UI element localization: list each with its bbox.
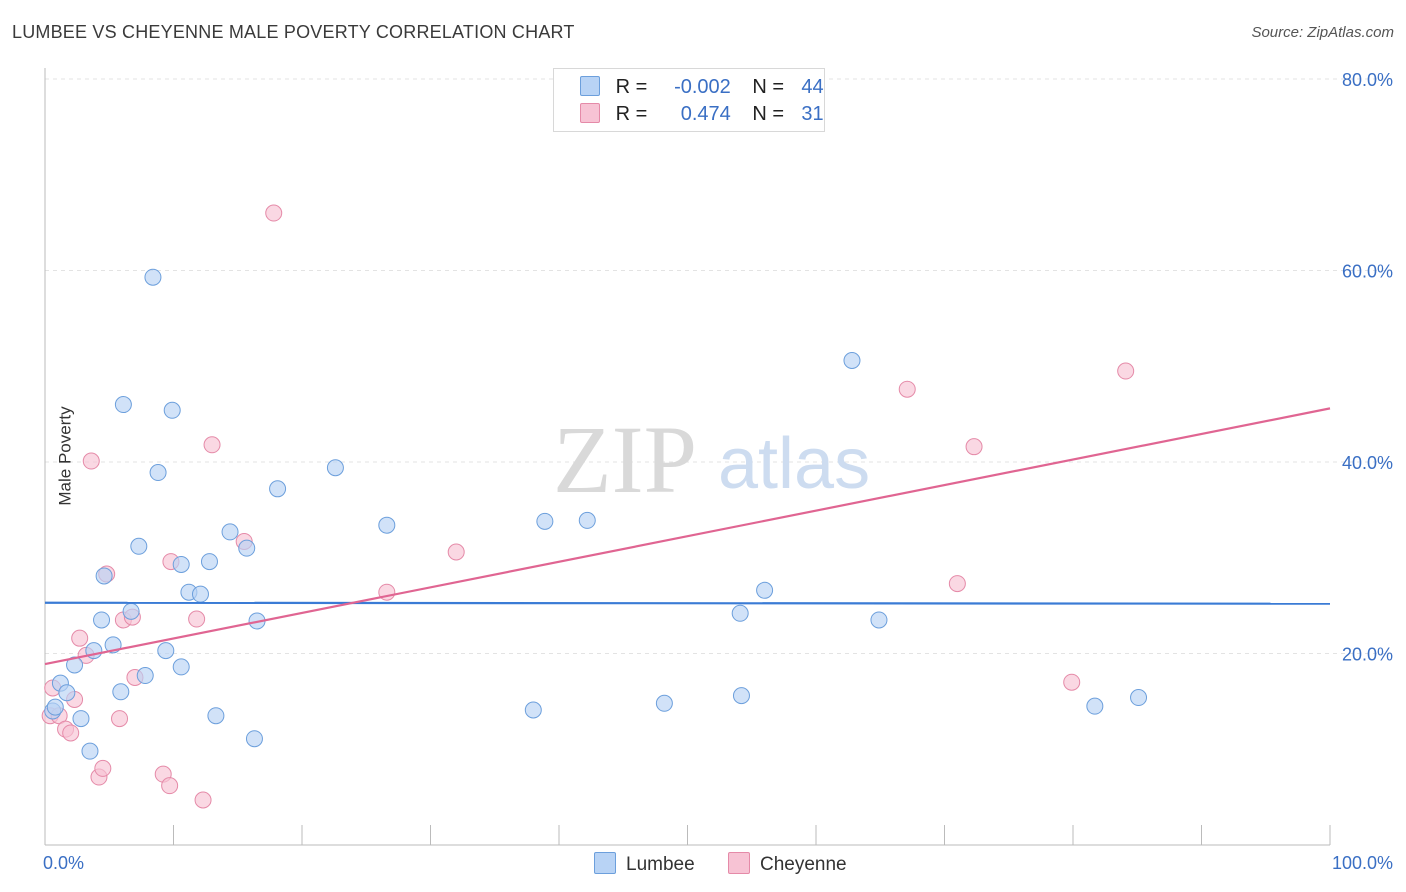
lumbee-point-3 [58, 684, 76, 702]
lumbee-point-18 [157, 642, 175, 660]
cheyenne-point-29 [1063, 673, 1081, 691]
cheyenne-point-8 [82, 452, 100, 470]
tick-labels: 20.0% 40.0% 60.0% 80.0% 0.0% 100.0% [43, 70, 1393, 873]
cheyenne-point-25 [447, 543, 465, 561]
lumbee-point-23 [191, 585, 209, 603]
lumbee-point-35 [578, 511, 596, 529]
y-tick-label-1: 40.0% [1342, 453, 1393, 473]
y-tick-label-2: 60.0% [1342, 262, 1393, 282]
legend-n-label: N = [752, 103, 785, 125]
legend-n-label: N = [752, 76, 785, 98]
bottom-legend-label-lumbee: Lumbee [626, 854, 695, 875]
bottom-legend-cheyenne: Cheyenne [728, 852, 847, 876]
grid-lines [45, 78, 1392, 654]
cheyenne-point-17 [161, 777, 179, 795]
lumbee-point-40 [843, 352, 861, 370]
legend-r-label: R = [615, 76, 648, 98]
source-label: Source: ZipAtlas.com [1251, 24, 1394, 41]
legend-swatch-cheyenne [580, 103, 600, 123]
lumbee-point-25 [207, 707, 225, 725]
lumbee-point-32 [378, 516, 396, 534]
y-tick-label-0: 20.0% [1342, 645, 1393, 665]
legend-swatch-lumbee [580, 76, 600, 96]
lumbee-point-42 [1086, 697, 1104, 715]
legend-n-value-lumbee: 44 [801, 76, 824, 98]
lumbee-point-11 [112, 683, 130, 701]
lumbee-point-14 [130, 537, 148, 555]
lumbee-point-6 [81, 742, 99, 760]
lumbee-point-28 [245, 730, 263, 748]
cheyenne-point-26 [898, 380, 916, 398]
lumbee-point-43 [1130, 689, 1148, 707]
cheyenne-point-21 [203, 436, 221, 454]
legend-r-value-cheyenne: 0.474 [680, 103, 731, 125]
lumbee-point-34 [536, 512, 554, 530]
watermark-zip: ZIP [553, 406, 697, 513]
cheyenne-point-4 [62, 724, 80, 742]
cheyenne-point-12 [111, 710, 129, 728]
legend-n-value-cheyenne: 31 [801, 103, 824, 125]
lumbee-point-33 [524, 701, 542, 719]
cheyenne-trend-line [44, 407, 1331, 666]
cheyenne-point-30 [1117, 362, 1135, 380]
cheyenne-point-20 [194, 791, 212, 809]
bottom-legend-swatch-lumbee [594, 852, 616, 874]
cheyenne-point-19 [188, 610, 206, 628]
lumbee-point-16 [144, 268, 162, 286]
lumbee-point-38 [732, 687, 750, 705]
lumbee-point-19 [163, 401, 181, 419]
cheyenne-point-27 [948, 575, 966, 593]
lumbee-points [44, 268, 1148, 760]
lumbee-trend-line [44, 601, 1331, 605]
cheyenne-point-10 [94, 759, 112, 777]
watermark-atlas: atlas [718, 424, 870, 504]
x-tick-label-max: 100.0% [1332, 853, 1393, 873]
lumbee-point-13 [122, 602, 140, 620]
cheyenne-point-28 [965, 438, 983, 456]
lumbee-point-5 [72, 710, 90, 728]
y-tick-label-3: 80.0% [1342, 70, 1393, 90]
legend-r-value-lumbee: -0.002 [674, 76, 731, 98]
lumbee-point-27 [238, 539, 256, 557]
lumbee-point-1 [46, 698, 64, 716]
lumbee-point-15 [136, 667, 154, 685]
legend-r-label: R = [615, 103, 648, 125]
lumbee-point-37 [731, 604, 749, 622]
lumbee-point-39 [756, 581, 774, 599]
lumbee-point-12 [114, 396, 132, 414]
watermark: ZIP atlas [553, 406, 870, 513]
lumbee-point-30 [269, 480, 287, 498]
lumbee-point-41 [870, 611, 888, 629]
lumbee-point-9 [95, 567, 113, 585]
bottom-legend-label-cheyenne: Cheyenne [760, 854, 847, 875]
lumbee-point-4 [66, 656, 84, 674]
cheyenne-point-6 [71, 629, 89, 647]
lumbee-point-36 [655, 694, 673, 712]
bottom-legend-lumbee: Lumbee [594, 852, 695, 876]
chart-title: LUMBEE VS CHEYENNE MALE POVERTY CORRELAT… [12, 22, 575, 42]
lumbee-point-17 [149, 464, 167, 482]
cheyenne-point-23 [265, 204, 283, 222]
lumbee-point-26 [221, 523, 239, 541]
stats-legend: R = -0.002 N = 44 R = 0.474 N = 31 [553, 68, 825, 132]
lumbee-point-8 [93, 611, 111, 629]
legend-row-cheyenne: R = 0.474 N = 31 [580, 103, 824, 126]
legend-row-lumbee: R = -0.002 N = 44 [580, 76, 824, 99]
lumbee-point-20 [172, 555, 190, 573]
lumbee-point-31 [326, 459, 344, 477]
lumbee-point-21 [172, 658, 190, 676]
bottom-legend-swatch-cheyenne [728, 852, 750, 874]
trend-lines [44, 407, 1331, 666]
lumbee-point-24 [200, 553, 218, 571]
y-axis-label: Male Poverty [55, 406, 75, 506]
x-tick-label-min: 0.0% [43, 853, 84, 873]
